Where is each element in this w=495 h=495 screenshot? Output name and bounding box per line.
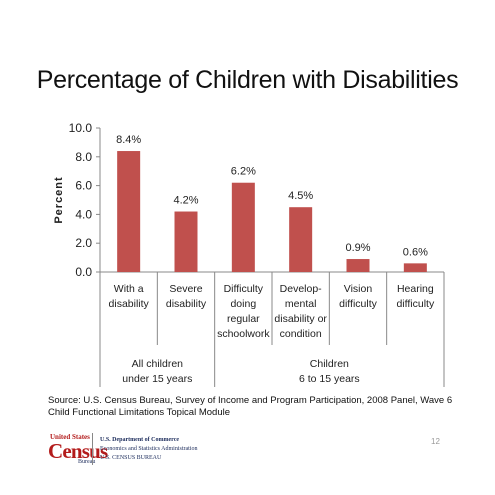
y-axis-title: Percent (53, 176, 65, 223)
bar (231, 182, 255, 272)
group-label: Children (310, 358, 349, 370)
y-tick-label: 2.0 (75, 236, 92, 250)
page-number: 12 (431, 437, 440, 446)
y-tick-label: 6.0 (75, 179, 92, 193)
category-label: Vision (344, 283, 373, 295)
category-label: disability (166, 298, 207, 310)
category-label: Develop- (280, 283, 323, 295)
chart-title: Percentage of Children with Disabilities (36, 66, 459, 94)
data-label: 4.5% (288, 190, 313, 202)
y-tick-label: 10.0 (69, 121, 93, 135)
data-label: 0.9% (345, 242, 370, 254)
category-label: difficulty (396, 298, 434, 310)
y-tick-label: 8.0 (75, 150, 92, 164)
category-label: disability (109, 298, 150, 310)
group-label: 6 to 15 years (299, 373, 360, 385)
data-label: 6.2% (231, 166, 256, 178)
y-tick-label: 4.0 (75, 207, 92, 221)
group-label: All children (132, 358, 184, 370)
data-label: 0.6% (403, 246, 428, 258)
category-label: doing (230, 298, 256, 310)
footer: United States Census Bureau U.S. Departm… (48, 433, 468, 465)
group-label: under 15 years (122, 373, 192, 385)
footer-divider (92, 433, 93, 465)
category-label: schoolwork (217, 328, 270, 340)
bar (346, 259, 370, 272)
bar-chart: 0.0 2.0 4.0 6.0 8.0 10.0 Percent 8.4% With a disa… (53, 121, 445, 387)
source-note: Source: U.S. Census Bureau, Survey of In… (48, 395, 453, 418)
y-tick-label: 0.0 (75, 265, 92, 279)
department-text: U.S. Department of Commerce Economics an… (100, 437, 198, 461)
category-label: Difficulty (224, 283, 264, 295)
bar (289, 207, 313, 272)
census-logo: United States Census Bureau (48, 433, 108, 465)
data-label: 4.2% (173, 195, 198, 207)
bar (403, 263, 427, 272)
bar (117, 151, 141, 272)
category-label: With a (114, 283, 144, 295)
category-label: regular (227, 313, 260, 325)
category-label: disability or (274, 313, 327, 325)
category-label: mental (285, 298, 317, 310)
category-label: difficulty (339, 298, 377, 310)
data-label: 8.4% (116, 134, 141, 146)
category-label: Hearing (397, 283, 434, 295)
bar (174, 211, 198, 272)
category-label: Severe (169, 283, 202, 295)
category-label: condition (280, 328, 322, 340)
